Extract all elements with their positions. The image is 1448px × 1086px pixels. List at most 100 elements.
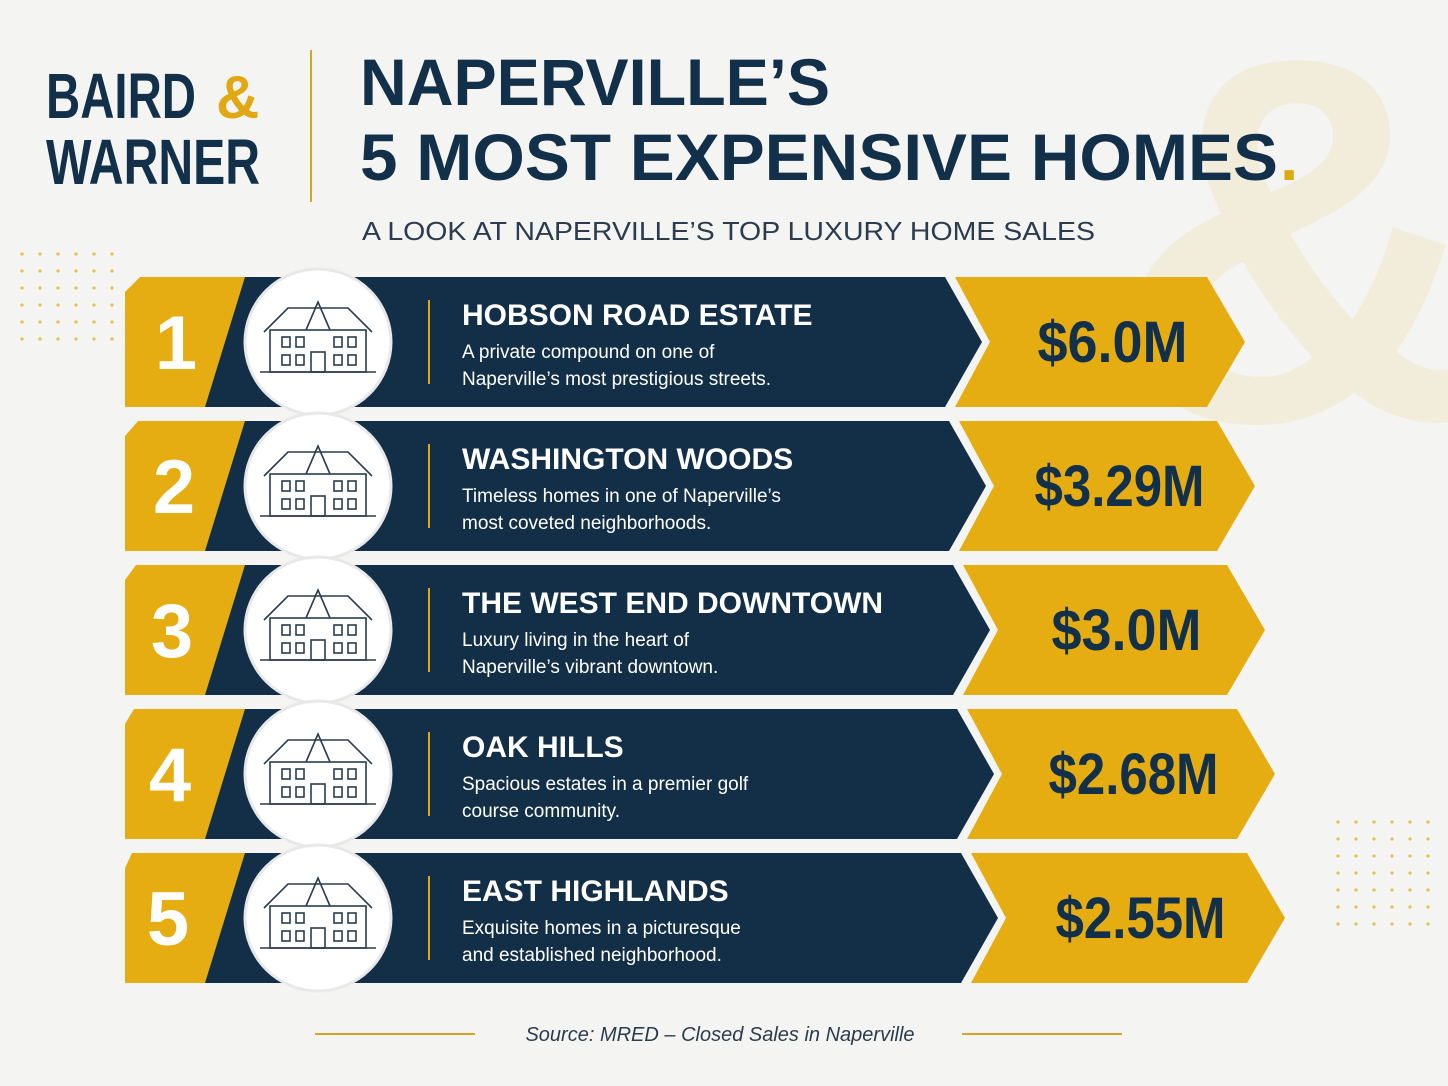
dot — [74, 320, 78, 324]
dot — [20, 286, 24, 290]
dot — [74, 286, 78, 290]
icon — [281, 336, 291, 348]
icon — [305, 299, 331, 331]
home-description: A private compound on one of — [462, 342, 715, 363]
icon — [347, 354, 357, 366]
dot — [1426, 820, 1430, 824]
home-description: Naperville’s most prestigious streets. — [462, 369, 771, 390]
price: $3.0M — [1052, 598, 1202, 663]
icon-circle — [243, 555, 393, 705]
dot — [92, 337, 96, 341]
dot — [20, 269, 24, 273]
dot — [92, 269, 96, 273]
title-end: . — [1280, 120, 1298, 194]
price: $2.55M — [1056, 886, 1226, 951]
icon-circle — [243, 699, 393, 849]
dot — [20, 252, 24, 256]
icon — [333, 624, 343, 636]
dot — [1336, 922, 1340, 926]
dot — [1408, 888, 1412, 892]
home-description: Naperville’s vibrant downtown. — [462, 657, 718, 678]
title-line2: 5 MOST EXPENSIVE HOMES — [360, 120, 1278, 194]
decor-dots — [20, 252, 1430, 926]
icon-circle — [243, 843, 393, 993]
icon — [347, 498, 357, 510]
dot — [38, 269, 42, 273]
icon — [333, 354, 343, 366]
dot — [1372, 837, 1376, 841]
dot — [1354, 871, 1358, 875]
price-arrow — [971, 853, 1285, 983]
dot — [1390, 871, 1394, 875]
icon — [281, 768, 291, 780]
dot — [1426, 871, 1430, 875]
dot — [20, 303, 24, 307]
name-band — [200, 853, 998, 983]
price-arrow — [959, 421, 1255, 551]
icon — [281, 642, 291, 654]
icon — [305, 587, 331, 619]
icon — [263, 883, 373, 909]
icon — [347, 930, 357, 942]
dot — [110, 252, 114, 256]
icon-circle — [243, 411, 393, 561]
icon — [295, 336, 305, 348]
dot — [56, 286, 60, 290]
name-band — [200, 277, 982, 407]
icon — [281, 786, 291, 798]
icon — [333, 480, 343, 492]
dot — [74, 269, 78, 273]
icon — [295, 930, 305, 942]
dot — [1408, 871, 1412, 875]
dot — [20, 337, 24, 341]
icon — [295, 642, 305, 654]
dot — [74, 252, 78, 256]
icon — [305, 875, 331, 907]
dot — [1336, 854, 1340, 858]
dot — [110, 269, 114, 273]
dot — [38, 286, 42, 290]
icon — [333, 498, 343, 510]
icon — [333, 336, 343, 348]
dot — [1408, 854, 1412, 858]
dot — [38, 337, 42, 341]
icon — [347, 912, 357, 924]
icon — [295, 786, 305, 798]
dot — [92, 320, 96, 324]
icon — [295, 912, 305, 924]
dot — [1354, 905, 1358, 909]
icon — [281, 624, 291, 636]
price-arrow — [955, 277, 1245, 407]
home-name: OAK HILLS — [462, 731, 624, 764]
rank-number: 4 — [149, 733, 191, 818]
subtitle: A LOOK AT NAPERVILLE’S TOP LUXURY HOME S… — [362, 216, 1095, 246]
ranking-list: 1 HOBSON ROAD ESTATE A private compound on… — [125, 267, 1285, 993]
icon — [295, 480, 305, 492]
rank-number: 5 — [147, 877, 189, 962]
icon-circle — [243, 267, 393, 417]
ranking-row: 3 THE WEST END DOWNTOWN Luxury living in t… — [125, 555, 1265, 705]
dot — [1372, 922, 1376, 926]
dot — [1390, 905, 1394, 909]
icon — [263, 307, 373, 333]
home-description: Luxury living in the heart of — [462, 630, 690, 651]
price: $2.68M — [1049, 742, 1219, 807]
rank-number: 2 — [153, 445, 195, 530]
icon — [263, 595, 373, 621]
price-arrow — [967, 709, 1275, 839]
home-description: course community. — [462, 801, 620, 822]
icon — [347, 480, 357, 492]
icon — [263, 739, 373, 765]
icon — [333, 912, 343, 924]
dot — [1354, 922, 1358, 926]
icon — [333, 786, 343, 798]
dot — [92, 286, 96, 290]
dot — [1372, 854, 1376, 858]
rank-tab — [125, 421, 245, 551]
dot — [1372, 888, 1376, 892]
dot — [38, 303, 42, 307]
icon — [281, 480, 291, 492]
home-name: WASHINGTON WOODS — [462, 443, 793, 476]
